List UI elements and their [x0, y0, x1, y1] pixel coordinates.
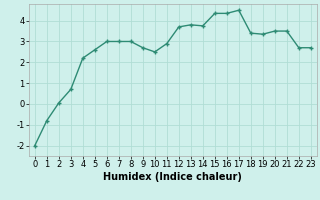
- X-axis label: Humidex (Indice chaleur): Humidex (Indice chaleur): [103, 172, 242, 182]
